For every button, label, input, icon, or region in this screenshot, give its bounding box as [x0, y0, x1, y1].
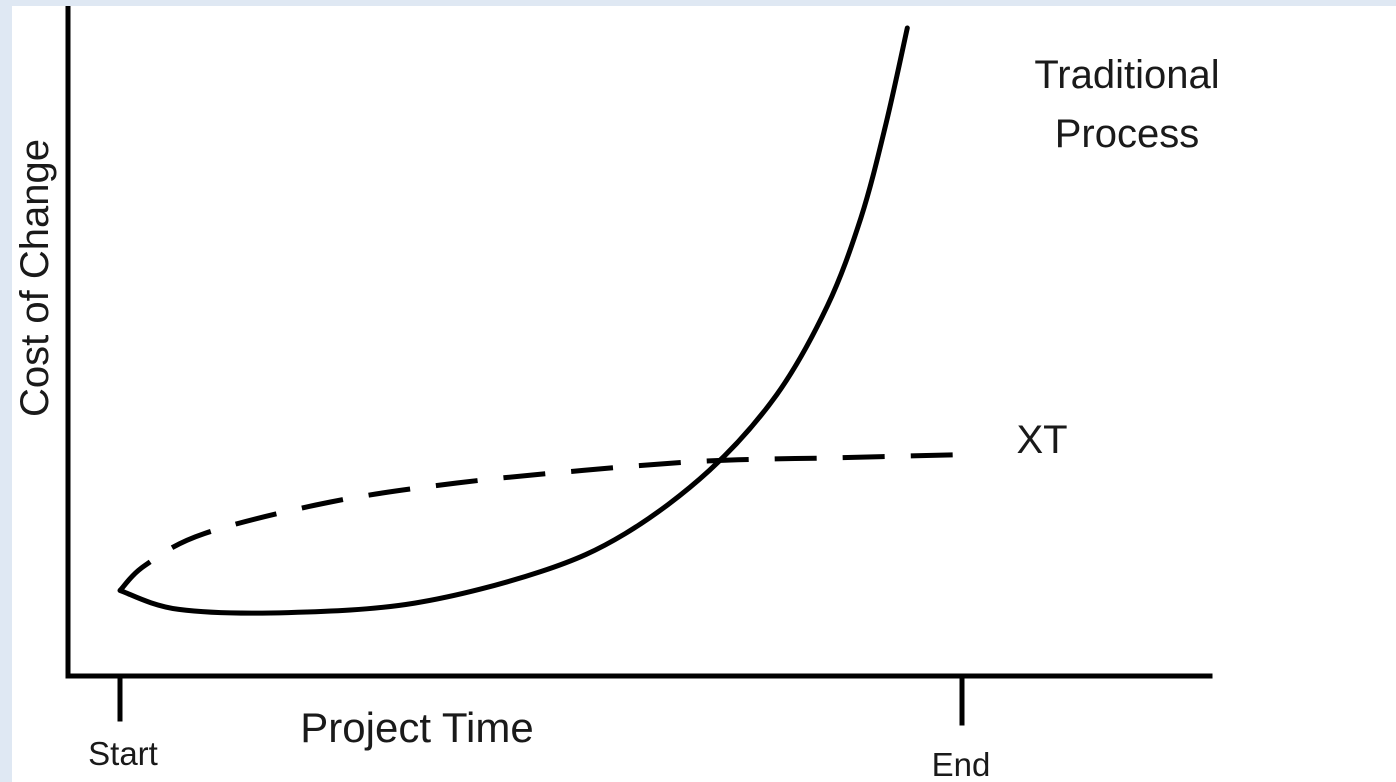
y-axis-title: Cost of Change [13, 139, 57, 417]
series-line-traditional-process [117, 25, 910, 616]
series-label-traditional-line2: Process [1055, 112, 1200, 156]
cost-of-change-chart: Traditional Process XT Project Time Cost… [13, 6, 1220, 782]
series-label-traditional-line1: Traditional [1034, 53, 1219, 97]
series-line-xt [118, 452, 963, 593]
x-axis-title: Project Time [300, 704, 533, 751]
chart-frame: Traditional Process XT Project Time Cost… [12, 6, 1396, 782]
series-label-xt: XT [1016, 418, 1067, 462]
x-tick-label-end: End [932, 746, 991, 782]
x-tick-label-start: Start [88, 735, 158, 772]
